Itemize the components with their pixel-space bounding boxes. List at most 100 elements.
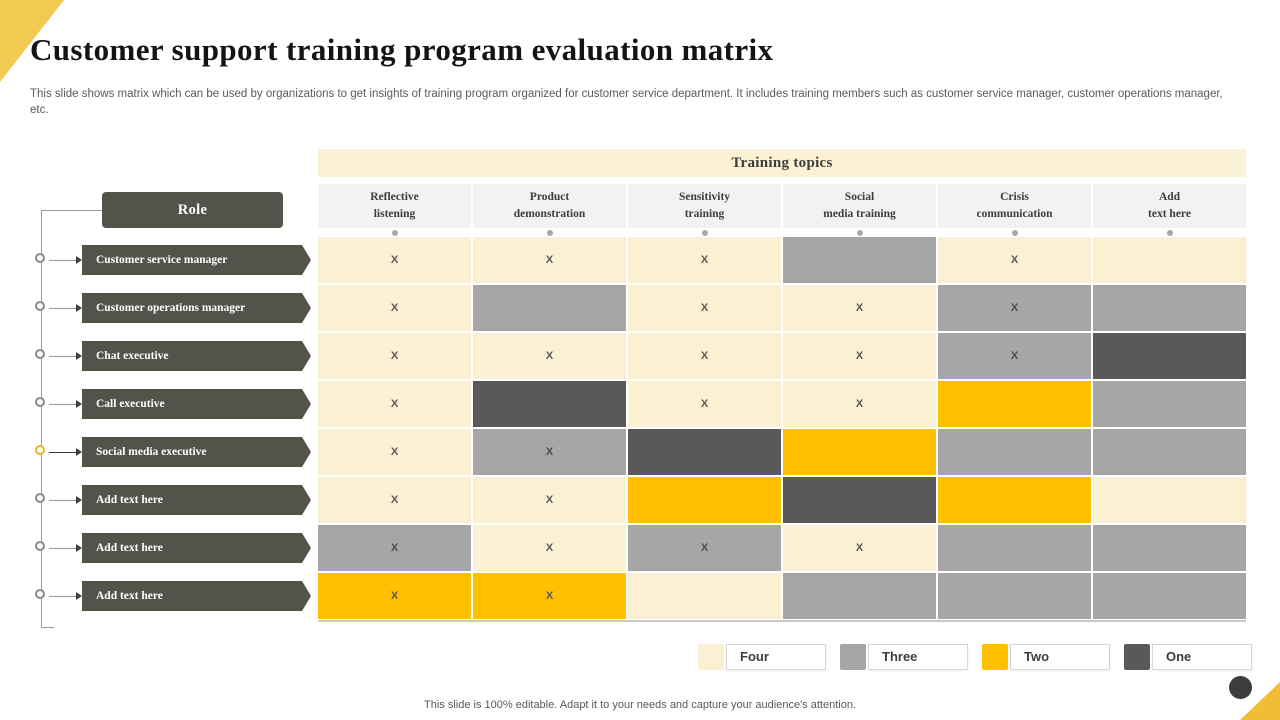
row-label: Call executive	[82, 389, 311, 419]
arrowhead-icon	[76, 352, 82, 360]
matrix-cell-four: X	[628, 237, 781, 283]
column-header: Reflective listening	[318, 184, 471, 228]
connector-node	[35, 397, 45, 407]
corner-circle-decoration	[1229, 676, 1252, 699]
legend-item: Three	[840, 644, 968, 670]
page-title: Customer support training program evalua…	[30, 32, 774, 67]
legend: Four Three Two One	[698, 644, 1252, 670]
connector-node	[35, 589, 45, 599]
x-mark: X	[545, 446, 554, 458]
column-header: Social media training	[783, 184, 936, 228]
connector-row-line	[49, 500, 76, 501]
connector-node	[35, 349, 45, 359]
connector-row-line	[49, 356, 76, 357]
matrix-cell-four: X	[628, 381, 781, 427]
connector-bottom-line	[41, 627, 54, 628]
matrix-cell-two: X	[318, 573, 471, 619]
matrix-cell-one	[473, 381, 626, 427]
row-label: Add text here	[82, 533, 311, 563]
arrowhead-icon	[76, 448, 82, 456]
x-mark: X	[700, 302, 709, 314]
matrix-cell-four: X	[938, 237, 1091, 283]
matrix-cell-four: X	[628, 285, 781, 331]
matrix-cell-two	[628, 477, 781, 523]
connector-row-line	[49, 596, 76, 597]
matrix-cell-four: X	[783, 333, 936, 379]
column-dots	[318, 230, 1246, 236]
arrowhead-icon	[76, 496, 82, 504]
x-mark: X	[545, 350, 554, 362]
matrix-cell-two: X	[473, 573, 626, 619]
matrix-cell-three	[938, 429, 1091, 475]
x-mark: X	[390, 590, 399, 602]
legend-label: Two	[1010, 644, 1110, 670]
connector-row-line	[49, 260, 76, 261]
matrix-cell-three: X	[938, 333, 1091, 379]
matrix-cell-three	[1093, 573, 1246, 619]
matrix-cell-three	[473, 285, 626, 331]
arrowhead-icon	[76, 400, 82, 408]
legend-item: Four	[698, 644, 826, 670]
matrix-cell-three	[1093, 429, 1246, 475]
matrix-cell-two	[938, 477, 1091, 523]
connector-row-line	[49, 548, 76, 549]
matrix-cell-four	[1093, 477, 1246, 523]
x-mark: X	[1010, 302, 1019, 314]
x-mark: X	[390, 446, 399, 458]
connector-row-line	[49, 452, 76, 453]
matrix-cell-one	[783, 477, 936, 523]
x-mark: X	[390, 398, 399, 410]
connector-node	[35, 445, 45, 455]
matrix-cell-four	[1093, 237, 1246, 283]
matrix-cell-three	[938, 573, 1091, 619]
legend-label: One	[1152, 644, 1252, 670]
column-header: Sensitivity training	[628, 184, 781, 228]
matrix-cell-four: X	[318, 429, 471, 475]
row-label: Add text here	[82, 485, 311, 515]
training-topics-header: Training topics	[318, 149, 1246, 177]
legend-swatch	[698, 644, 724, 670]
matrix-cell-four: X	[318, 333, 471, 379]
column-header: Add text here	[1093, 184, 1246, 228]
legend-item: Two	[982, 644, 1110, 670]
matrix-cell-three	[1093, 525, 1246, 571]
column-header: Product demonstration	[473, 184, 626, 228]
matrix-cell-four	[628, 573, 781, 619]
matrix-cell-three: X	[318, 525, 471, 571]
column-pointer-dot	[1011, 230, 1018, 236]
matrix-bottom-rule	[318, 620, 1246, 622]
matrix-cell-four: X	[628, 333, 781, 379]
connector-node	[35, 301, 45, 311]
connector-node	[35, 541, 45, 551]
column-pointer-dot	[546, 230, 553, 236]
x-mark: X	[855, 542, 864, 554]
legend-label: Three	[868, 644, 968, 670]
matrix-cell-two	[783, 429, 936, 475]
matrix-cell-four: X	[473, 525, 626, 571]
matrix-cell-three	[938, 525, 1091, 571]
matrix-cell-one	[628, 429, 781, 475]
footer-note: This slide is 100% editable. Adapt it to…	[424, 699, 856, 711]
legend-swatch	[982, 644, 1008, 670]
role-header: Role	[102, 192, 283, 228]
column-pointer-dot	[856, 230, 863, 236]
row-label: Chat executive	[82, 341, 311, 371]
matrix-cell-four: X	[783, 381, 936, 427]
matrix-cell-three	[1093, 285, 1246, 331]
connector-top-line	[41, 210, 102, 211]
x-mark: X	[390, 350, 399, 362]
arrowhead-icon	[76, 592, 82, 600]
x-mark: X	[855, 398, 864, 410]
row-label: Add text here	[82, 581, 311, 611]
matrix-cell-three: X	[628, 525, 781, 571]
connector-vertical-line	[41, 210, 42, 627]
x-mark: X	[855, 350, 864, 362]
matrix-cell-three	[783, 237, 936, 283]
x-mark: X	[545, 254, 554, 266]
row-label: Social media executive	[82, 437, 311, 467]
legend-label: Four	[726, 644, 826, 670]
arrowhead-icon	[76, 256, 82, 264]
x-mark: X	[390, 302, 399, 314]
matrix-cell-three	[783, 573, 936, 619]
